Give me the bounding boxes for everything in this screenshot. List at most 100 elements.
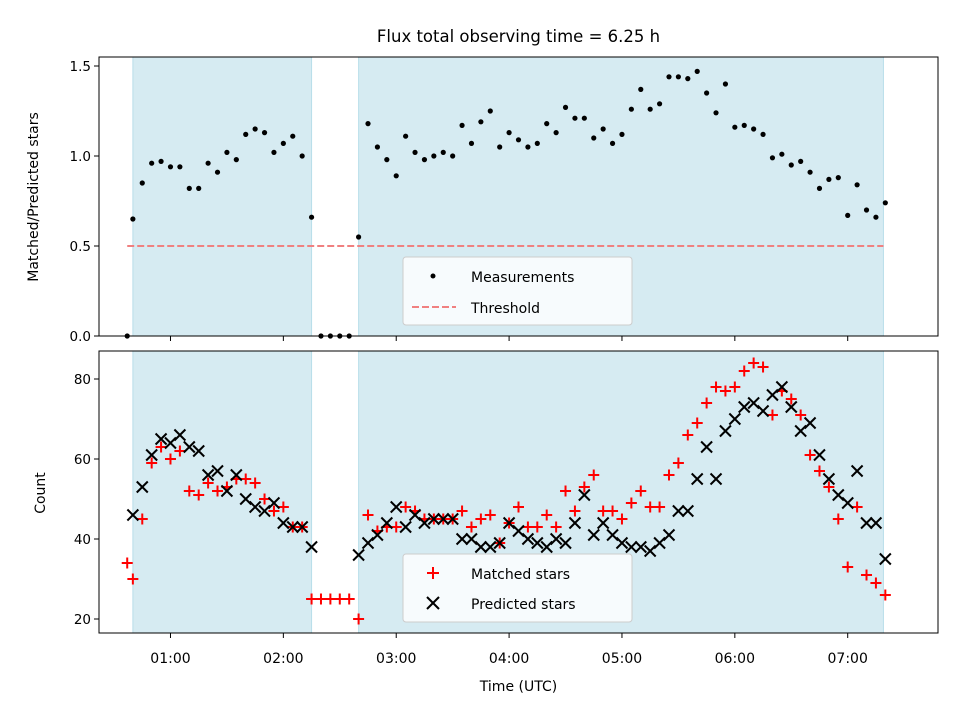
matched-star-point: [390, 521, 402, 533]
matched-star-point: [870, 577, 882, 589]
matched-star-point: [484, 509, 496, 521]
y-tick-label: 80: [74, 372, 91, 388]
measurement-point: [826, 176, 832, 182]
measurement-point: [290, 133, 296, 139]
matched-star-point: [277, 501, 289, 513]
matched-star-point: [155, 441, 167, 453]
measurement-point: [581, 115, 587, 121]
matched-star-point: [672, 457, 684, 469]
predicted-star-point: [136, 480, 149, 494]
measurement-point: [713, 110, 719, 116]
predicted-star-point: [230, 468, 243, 482]
matched-star-point: [513, 501, 524, 513]
predicted-star-point: [691, 472, 704, 486]
measurement-point: [478, 119, 484, 125]
predicted-star-point: [371, 528, 384, 542]
measurement-point: [544, 121, 550, 127]
measurement-point: [205, 160, 211, 166]
matched-star-point: [795, 409, 807, 421]
predicted-star-point: [145, 448, 158, 462]
measurement-point: [647, 106, 653, 112]
measurement-point: [186, 185, 192, 191]
measurement-point: [722, 81, 729, 87]
matched-star-point: [823, 481, 835, 493]
x-tick-label: 05:00: [602, 651, 642, 667]
measurement-point: [882, 200, 888, 206]
measurement-point: [732, 124, 738, 130]
matched-star-point: [334, 593, 346, 605]
predicted-star-point: [700, 440, 713, 454]
matched-star-point: [268, 505, 280, 517]
measurement-point: [468, 140, 475, 146]
measurement-point: [450, 153, 456, 159]
matched-star-point: [541, 509, 553, 521]
matched-star-point: [607, 505, 619, 517]
matched-star-point: [560, 485, 572, 497]
predicted-star-point: [719, 424, 732, 438]
predicted-star-point: [126, 508, 140, 522]
measurement-point: [412, 149, 418, 155]
top-y-axis-label: Matched/Predicted stars: [26, 112, 42, 282]
predicted-star-point: [192, 444, 205, 458]
measurement-point: [139, 180, 145, 186]
measurement-point: [497, 144, 503, 150]
predicted-star-point: [211, 464, 224, 478]
predicted-star-point: [587, 528, 600, 542]
measurement-point: [704, 90, 710, 96]
matched-star-point: [353, 613, 365, 625]
x-tick-label: 01:00: [150, 651, 190, 667]
measurement-point: [374, 144, 381, 150]
top-x-ticks: [169, 336, 849, 341]
measurement-point: [798, 158, 804, 164]
legend-threshold-label: Threshold: [470, 301, 540, 317]
predicted-star-point: [390, 500, 403, 514]
measurement-point: [177, 164, 183, 170]
matched-star-point: [625, 497, 637, 509]
measurement-point: [807, 169, 813, 175]
top-panel: 0.0 0.5 1.0 1.5 Matched/Predicted stars Mea…: [26, 56, 939, 345]
measurement-point: [553, 130, 559, 136]
measurement-point: [741, 122, 747, 128]
predicted-star-point: [248, 500, 262, 514]
y-tick-label: 0.0: [70, 329, 91, 345]
measurement-point: [243, 131, 249, 137]
observing-interval-1: [132, 56, 313, 337]
predicted-star-point: [484, 540, 497, 554]
predicted-star-point: [879, 552, 892, 566]
predicted-star-point: [625, 540, 638, 554]
chart-title: Flux total observing time = 6.25 h: [377, 27, 660, 46]
predicted-star-point: [803, 416, 817, 430]
measurement-point: [694, 68, 700, 74]
matched-star-point: [842, 561, 854, 573]
bottom-plot-frame: [98, 350, 939, 634]
predicted-star-point: [756, 404, 770, 418]
matched-star-point: [550, 521, 562, 533]
matched-star-point: [710, 381, 722, 393]
measurement-point: [149, 160, 155, 166]
matched-star-point: [240, 473, 252, 485]
matched-star-point: [400, 501, 412, 513]
bottom-x-ticks: 01:00 02:00 03:00 04:00 05:00 06:00 07:00: [150, 633, 868, 667]
predicted-star-point: [493, 536, 506, 550]
measurement-point: [591, 135, 597, 141]
matched-star-point: [522, 521, 534, 533]
predicted-star-point: [841, 496, 854, 510]
predicted-star-point: [183, 440, 196, 454]
matched-star-point: [127, 573, 139, 585]
measurement-point: [562, 104, 569, 110]
matched-star-point: [146, 457, 158, 469]
matched-star-point: [475, 513, 487, 525]
measurement-point: [656, 101, 663, 107]
predicted-star-point: [427, 512, 441, 526]
measurement-point: [261, 130, 268, 136]
legend-matched-label: Matched stars: [471, 567, 570, 583]
x-tick-label: 03:00: [376, 651, 416, 667]
bottom-y-ticks: 20 40 60 80: [74, 372, 99, 628]
matched-star-point: [183, 485, 195, 497]
y-tick-label: 1.5: [70, 59, 91, 75]
matched-star-point: [616, 513, 628, 525]
matched-star-point: [701, 397, 713, 409]
measurement-point: [751, 126, 757, 132]
measurement-point: [271, 149, 277, 155]
